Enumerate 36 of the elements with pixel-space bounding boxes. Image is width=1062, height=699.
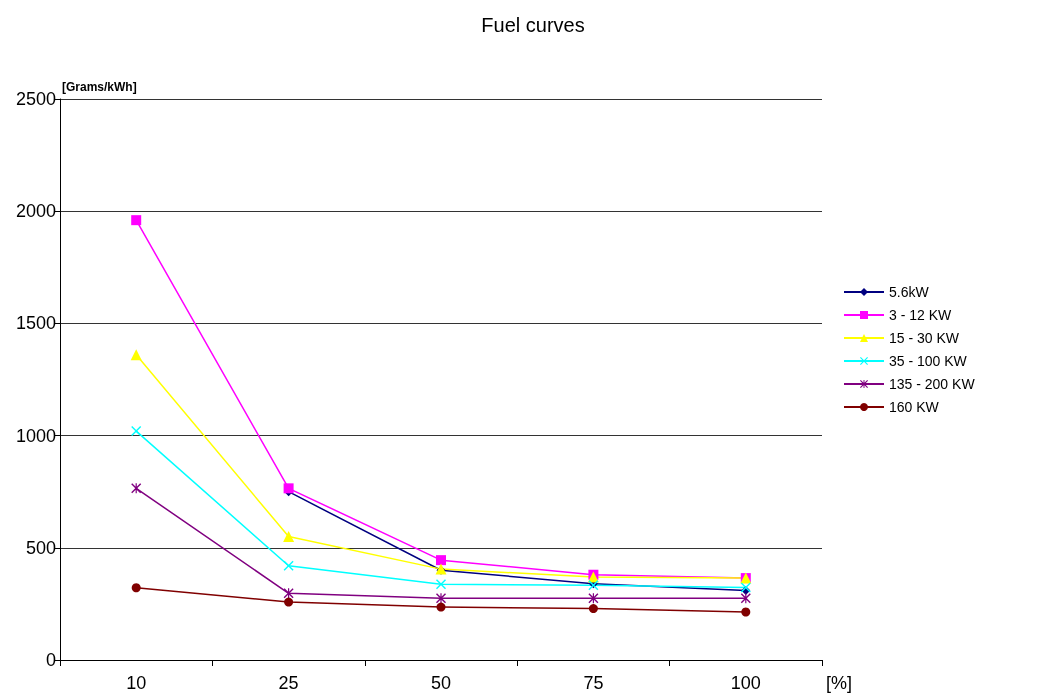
x-tick-label: 100 xyxy=(730,673,761,693)
point xyxy=(283,531,295,543)
point xyxy=(131,583,141,593)
legend-label: 135 - 200 KW xyxy=(889,376,976,392)
legend-label: 15 - 30 KW xyxy=(889,330,960,346)
x-axis-title: [%] xyxy=(826,673,853,693)
point xyxy=(131,426,142,437)
x-tick-label: 50 xyxy=(430,673,452,693)
legend-label: 5.6kW xyxy=(889,284,930,300)
point xyxy=(284,597,294,607)
y-tick-label: 1500 xyxy=(15,313,56,334)
y-tick-label: 500 xyxy=(25,537,56,558)
point xyxy=(283,588,294,599)
x-tick-label: 25 xyxy=(278,673,299,693)
point xyxy=(588,593,599,604)
point xyxy=(436,602,446,612)
point xyxy=(436,555,446,566)
point xyxy=(436,579,446,590)
legend-label: 160 KW xyxy=(889,399,940,415)
point xyxy=(588,604,598,614)
y-tick-label: 0 xyxy=(45,650,56,670)
legend-label: 3 - 12 KW xyxy=(889,307,953,323)
point xyxy=(283,560,294,571)
point xyxy=(741,607,751,617)
point xyxy=(130,349,142,361)
y-tick-label: 2500 xyxy=(15,89,56,109)
x-tick-label: 75 xyxy=(583,673,604,693)
point xyxy=(436,593,446,604)
y-axis-title: [Grams/kWh] xyxy=(62,80,137,94)
y-tick-label: 2000 xyxy=(15,201,56,222)
chart-title: Fuel curves xyxy=(481,14,585,36)
x-tick-label: 10 xyxy=(126,673,147,693)
point xyxy=(131,215,142,226)
point xyxy=(283,483,294,494)
y-tick-label: 1000 xyxy=(15,425,56,446)
legend-label: 35 - 100 KW xyxy=(889,353,968,369)
